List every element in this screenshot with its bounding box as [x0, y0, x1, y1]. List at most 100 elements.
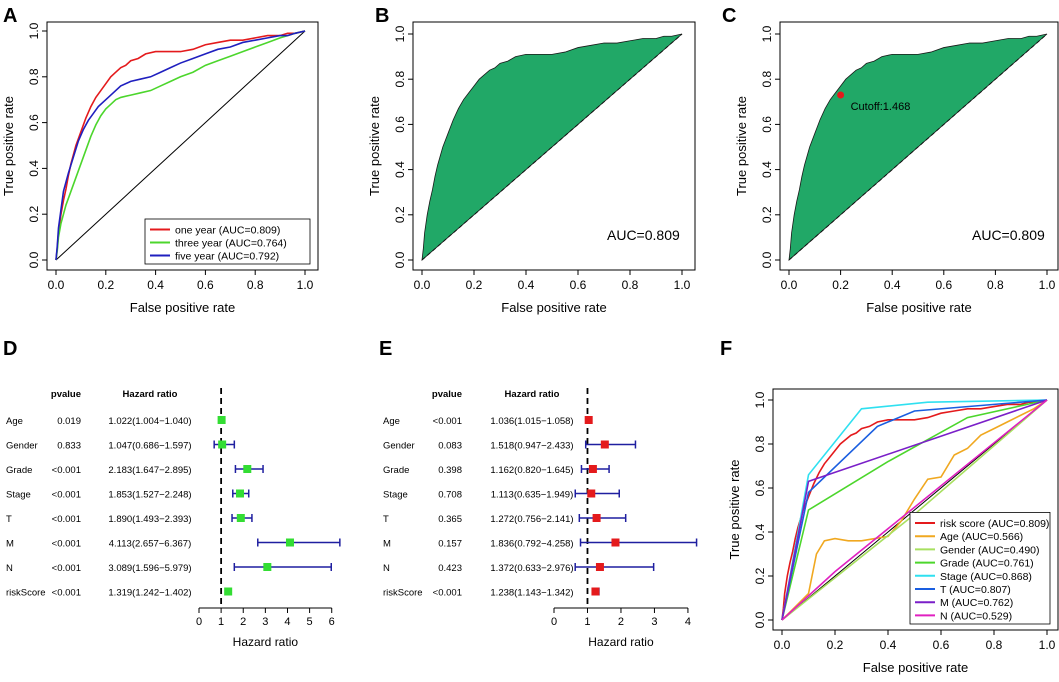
- row-hazard-ratio: 4.113(2.657−6.367): [109, 539, 192, 550]
- x-tick-label: 0.2: [97, 278, 114, 292]
- plot-frame: [772, 388, 1059, 631]
- hr-marker: [235, 489, 244, 498]
- row-hazard-ratio: 1.036(1.015−1.058): [490, 416, 573, 427]
- y-tick-label: 0.2: [760, 206, 774, 223]
- y-tick-label: 0.2: [393, 206, 407, 223]
- x-tick-label: 3: [262, 616, 268, 628]
- diagonal-line: [55, 30, 306, 261]
- x-tick-label: 0: [551, 616, 557, 628]
- panel-letter-c: C: [722, 5, 736, 27]
- row-hazard-ratio: 1.372(0.633−2.976): [490, 563, 573, 574]
- y-axis-title: True positive rate: [1, 96, 16, 196]
- diagonal-dashed: [421, 33, 683, 261]
- legend-label-0: risk score (AUC=0.809): [940, 518, 1049, 530]
- series-line-2: [55, 30, 306, 261]
- row-hazard-ratio: 1.319(1.242−1.402): [108, 588, 191, 599]
- row-label: N: [6, 563, 13, 574]
- hr-marker: [584, 416, 593, 424]
- series-line-7: [781, 399, 1048, 621]
- x-tick-label: 0.4: [880, 638, 897, 652]
- row-pvalue: <0.001: [52, 490, 81, 501]
- row-label: Stage: [6, 490, 31, 501]
- x-axis-title: Hazard ratio: [233, 635, 299, 649]
- x-tick-label: 0.6: [197, 278, 214, 292]
- row-pvalue: 0.019: [57, 416, 81, 427]
- x-tick-label: 0.4: [147, 278, 164, 292]
- panel-letter-d: D: [3, 338, 17, 360]
- x-tick-label: 3: [651, 616, 657, 628]
- plot-frame: [412, 21, 696, 271]
- y-tick-label: 1.0: [393, 25, 407, 42]
- panel-letter-b: B: [375, 5, 389, 27]
- x-tick-label: 1.0: [1039, 278, 1056, 292]
- panel-letter-e: E: [379, 338, 392, 360]
- legend-label-4: Stage (AUC=0.868): [940, 571, 1032, 583]
- row-hazard-ratio: 1.238(1.143−1.342): [490, 588, 573, 599]
- legend-label-6: M (AUC=0.762): [940, 597, 1013, 609]
- x-tick-label: 5: [307, 616, 313, 628]
- legend-label-3: Grade (AUC=0.761): [940, 558, 1034, 570]
- y-tick-label: 1.0: [753, 391, 767, 408]
- x-axis-title: Hazard ratio: [588, 635, 654, 649]
- y-tick-label: 0.6: [393, 116, 407, 133]
- header-hazard-ratio: Hazard ratio: [123, 389, 178, 400]
- panel-a: one year (AUC=0.809)three year (AUC=0.76…: [1, 21, 319, 315]
- row-label: M: [6, 539, 14, 550]
- x-axis-title: False positive rate: [866, 300, 972, 315]
- x-tick-label: 6: [329, 616, 335, 628]
- x-tick-label: 1.0: [674, 278, 691, 292]
- row-hazard-ratio: 1.518(0.947−2.433): [490, 441, 573, 452]
- x-tick-label: 0.8: [622, 278, 639, 292]
- legend: one year (AUC=0.809)three year (AUC=0.76…: [144, 218, 311, 265]
- legend-label-0: one year (AUC=0.809): [175, 225, 280, 237]
- row-pvalue: <0.001: [52, 539, 81, 550]
- y-tick-label: 0.6: [753, 479, 767, 496]
- y-axis-title: True positive rate: [367, 96, 382, 196]
- row-hazard-ratio: 1.890(1.493−2.393): [108, 514, 191, 525]
- row-pvalue: <0.001: [52, 465, 81, 476]
- x-tick-label: 2: [618, 616, 624, 628]
- y-tick-label: 0.4: [393, 161, 407, 178]
- y-tick-label: 0.0: [393, 251, 407, 268]
- x-tick-label: 0.8: [247, 278, 264, 292]
- legend-label-2: Gender (AUC=0.490): [940, 544, 1040, 556]
- y-tick-label: 0.8: [27, 68, 41, 85]
- hr-marker: [217, 416, 226, 424]
- series-line-4: [781, 399, 1048, 621]
- series-line-0: [781, 399, 1048, 621]
- x-axis-title: False positive rate: [130, 300, 236, 315]
- row-pvalue: 0.708: [438, 490, 462, 501]
- y-tick-label: 0.6: [760, 116, 774, 133]
- x-tick-label: 0.0: [414, 278, 431, 292]
- row-label: M: [383, 539, 391, 550]
- x-tick-label: 0.2: [827, 638, 844, 652]
- row-label: T: [383, 514, 389, 525]
- x-tick-label: 0.6: [933, 638, 950, 652]
- hr-marker: [587, 489, 596, 498]
- x-tick-label: 2: [240, 616, 246, 628]
- x-tick-label: 0.0: [781, 278, 798, 292]
- header-pvalue: pvalue: [432, 389, 462, 400]
- series-line-0: [55, 30, 306, 261]
- row-hazard-ratio: 1.853(1.527−2.248): [108, 490, 191, 501]
- row-pvalue: 0.157: [438, 539, 462, 550]
- y-tick-label: 0.2: [753, 567, 767, 584]
- y-tick-label: 0.2: [27, 206, 41, 223]
- row-label: N: [383, 563, 390, 574]
- row-pvalue: 0.423: [438, 563, 462, 574]
- y-tick-label: 0.0: [760, 251, 774, 268]
- legend-label-5: T (AUC=0.807): [940, 584, 1011, 596]
- row-label: riskScore: [6, 588, 46, 599]
- series-line-6: [781, 399, 1048, 621]
- x-tick-label: 0.6: [570, 278, 587, 292]
- panel-f: risk score (AUC=0.809)Age (AUC=0.566)Gen…: [727, 388, 1059, 675]
- y-tick-label: 0.0: [753, 611, 767, 628]
- chart-root: one year (AUC=0.809)three year (AUC=0.76…: [1, 5, 1059, 675]
- legend-label-2: five year (AUC=0.792): [175, 251, 279, 263]
- header-hazard-ratio: Hazard ratio: [505, 389, 560, 400]
- x-tick-label: 0.4: [884, 278, 901, 292]
- row-label: Age: [6, 416, 23, 427]
- row-label: T: [6, 514, 12, 525]
- row-hazard-ratio: 2.183(1.647−2.895): [108, 465, 191, 476]
